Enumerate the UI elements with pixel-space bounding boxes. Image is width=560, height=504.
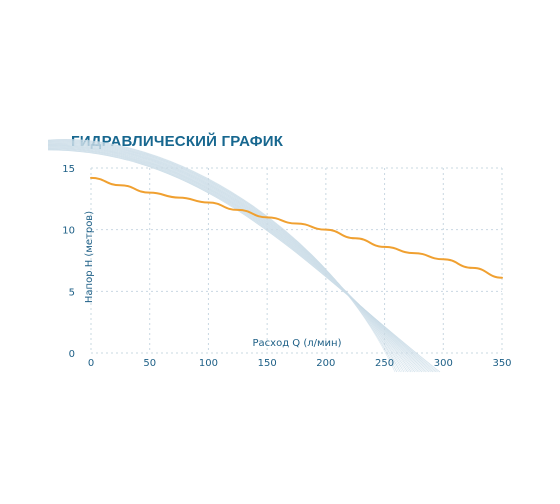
series-group xyxy=(90,176,503,279)
wave-line xyxy=(47,144,417,373)
wave-line xyxy=(47,143,412,373)
grid-lines xyxy=(90,167,503,354)
y-axis-label: Напор H (метров) xyxy=(84,211,95,303)
x-axis-label: Расход Q (л/мин) xyxy=(253,338,342,349)
wave-line xyxy=(47,143,416,373)
wave-line xyxy=(47,141,405,373)
wave-line xyxy=(47,142,410,373)
wave-line xyxy=(47,141,407,373)
wave-line xyxy=(47,144,419,373)
wave-line xyxy=(47,139,399,373)
x-tick-label: 200 xyxy=(316,358,335,369)
x-axis-ticks: 0 50 100 150 200 250 300 350 xyxy=(88,358,512,369)
x-tick-label: 300 xyxy=(434,358,453,369)
wave-line xyxy=(47,145,421,373)
y-tick-label: 5 xyxy=(69,287,75,298)
y-tick-label: 15 xyxy=(62,164,75,175)
x-tick-label: 50 xyxy=(143,358,156,369)
wave-line xyxy=(47,140,403,373)
background-wave-decoration xyxy=(47,138,441,373)
wave-line xyxy=(47,143,414,373)
wave-line xyxy=(47,139,398,373)
wave-line xyxy=(47,149,441,373)
x-tick-label: 0 xyxy=(88,358,94,369)
y-axis-ticks: 0 5 10 15 xyxy=(62,164,75,360)
wave-line xyxy=(47,140,401,373)
x-tick-label: 100 xyxy=(199,358,218,369)
series-line xyxy=(90,176,503,279)
x-tick-label: 250 xyxy=(375,358,394,369)
wave-line xyxy=(47,142,408,373)
y-tick-label: 10 xyxy=(62,226,75,237)
x-tick-label: 350 xyxy=(492,358,511,369)
y-tick-label: 0 xyxy=(69,349,75,360)
chart-title: ГИДРАВЛИЧЕСКИЙ ГРАФИК xyxy=(71,133,284,150)
x-tick-label: 150 xyxy=(258,358,277,369)
wave-line xyxy=(47,138,396,373)
